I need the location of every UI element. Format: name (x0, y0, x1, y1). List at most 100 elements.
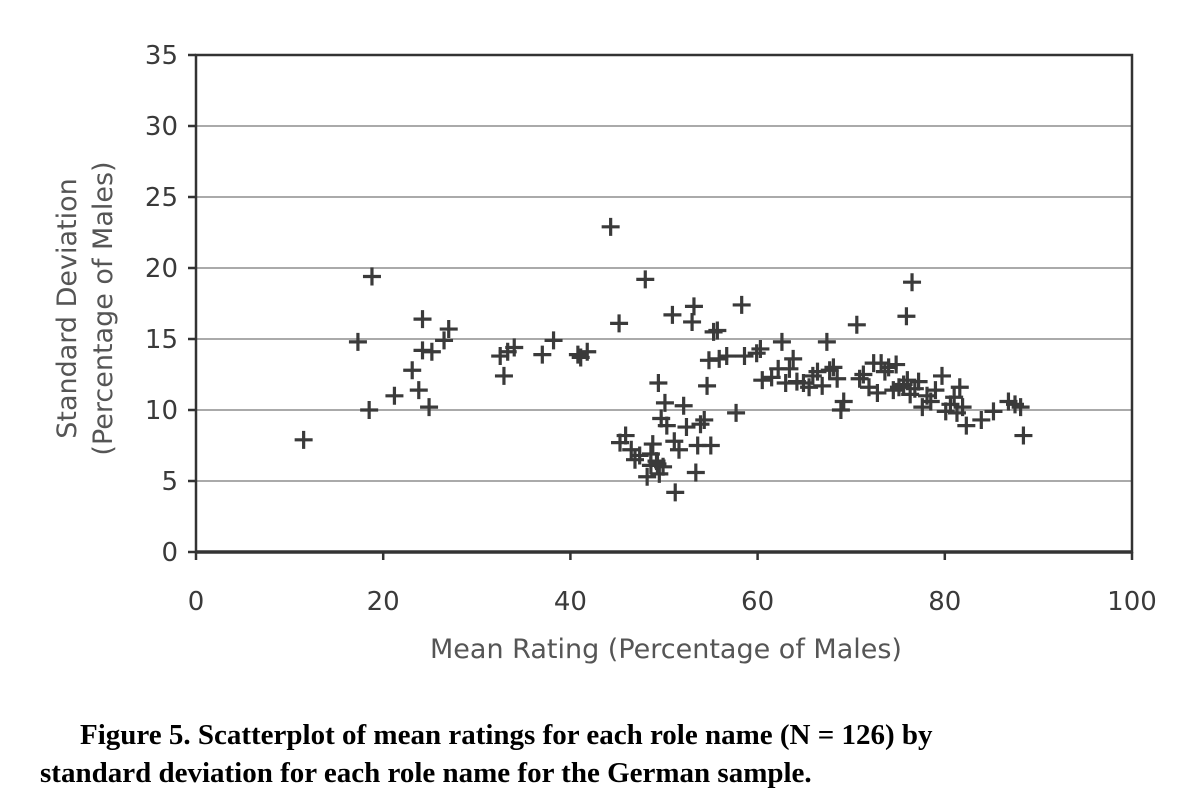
x-axis-title: Mean Rating (Percentage of Males) (430, 634, 902, 665)
data-point-marker (772, 332, 791, 351)
x-tick-label-0: 0 (188, 587, 205, 617)
data-point-marker (439, 320, 458, 339)
y-tick-label-5: 5 (161, 467, 178, 497)
y-tick-label-0: 0 (161, 538, 178, 568)
data-point-marker (909, 372, 928, 391)
data-point-23 (601, 217, 620, 236)
data-point-40 (654, 457, 673, 476)
data-point-50 (684, 297, 703, 316)
data-point-15 (494, 366, 513, 385)
data-point-2 (348, 332, 367, 351)
data-point-marker (717, 347, 736, 366)
data-point-marker (494, 366, 513, 385)
data-point-marker (638, 467, 657, 486)
data-point-marker (735, 347, 754, 366)
data-point-87 (850, 369, 869, 388)
data-point-79 (813, 376, 832, 395)
data-point-28 (625, 450, 644, 469)
data-point-85 (834, 392, 853, 411)
data-point-marker (868, 383, 887, 402)
data-point-marker (657, 416, 676, 435)
data-point-marker (847, 315, 866, 334)
x-tick-label-60: 60 (741, 587, 774, 617)
y-tick-label-30: 30 (145, 112, 178, 142)
data-point-30 (636, 270, 655, 289)
data-point-marker (413, 310, 432, 329)
data-point-marker (751, 339, 770, 358)
data-point-marker (875, 362, 894, 381)
data-point-88 (854, 365, 873, 384)
data-point-98 (894, 375, 913, 394)
tick-labels: 0 5 10 15 20 25 30 35 0 20 40 60 80 100 (145, 41, 1157, 617)
data-point-marker (663, 305, 682, 324)
data-point-marker (831, 401, 850, 419)
data-point-marker (747, 344, 766, 363)
data-point-marker (601, 217, 620, 236)
data-point-70 (772, 332, 791, 351)
data-point-20 (568, 345, 587, 364)
data-point-marker (698, 376, 717, 395)
data-point-22 (578, 342, 597, 361)
data-point-67 (753, 371, 772, 390)
data-point-marker (708, 321, 727, 340)
data-point-65 (747, 344, 766, 363)
data-point-6 (403, 361, 422, 380)
data-point-57 (701, 436, 720, 455)
data-point-marker (533, 345, 552, 364)
data-point-marker (683, 312, 702, 331)
data-point-114 (950, 378, 969, 397)
data-point-73 (784, 349, 803, 368)
data-point-marker (654, 457, 673, 476)
data-point-96 (887, 355, 906, 374)
data-point-marker (649, 374, 668, 393)
data-point-109 (932, 366, 951, 385)
data-point-marker (691, 415, 710, 434)
data-point-10 (420, 398, 439, 417)
caption-line-2: standard deviation for each role name fo… (40, 757, 812, 789)
data-point-55 (698, 376, 717, 395)
data-point-64 (735, 347, 754, 366)
data-point-marker (684, 297, 703, 316)
y-tick-label-25: 25 (145, 183, 178, 213)
data-point-marker (780, 359, 799, 378)
data-point-marker (420, 398, 439, 417)
data-point-3 (360, 401, 379, 419)
data-point-marker (753, 371, 772, 390)
data-point-marker (850, 369, 869, 388)
data-point-122 (1014, 426, 1033, 445)
data-point-104 (909, 372, 928, 391)
data-point-116 (957, 416, 976, 435)
data-point-marker (854, 365, 873, 384)
data-point-marker (643, 435, 662, 454)
data-point-91 (868, 383, 887, 402)
data-point-62 (727, 403, 746, 422)
data-point-24 (610, 314, 629, 333)
data-point-marker (616, 426, 635, 445)
data-point-marker (610, 314, 629, 333)
data-point-marker (695, 410, 714, 429)
data-point-107 (921, 392, 940, 411)
data-point-marker (926, 381, 945, 400)
data-point-117 (972, 410, 991, 429)
y-tick-label-35: 35 (145, 41, 178, 71)
data-point-13 (439, 320, 458, 339)
data-point-marker (894, 375, 913, 394)
data-point-marker (578, 342, 597, 361)
scatterplot-chart: 0 5 10 15 20 25 30 35 0 20 40 60 80 100 Mean Rating (… (52, 41, 1157, 665)
data-point-112 (945, 388, 964, 407)
data-point-marker (403, 361, 422, 380)
data-point-marker (674, 396, 693, 415)
data-point-93 (875, 362, 894, 381)
data-point-marker (950, 378, 969, 397)
data-point-marker (362, 267, 381, 286)
data-point-121 (1011, 398, 1030, 417)
data-point-18 (533, 345, 552, 364)
data-point-marker (903, 273, 922, 292)
data-point-marker (348, 332, 367, 351)
data-point-11 (422, 342, 441, 361)
data-point-marker (984, 402, 1003, 421)
data-point-47 (674, 396, 693, 415)
caption-line-1: Figure 5. Scatterplot of mean ratings fo… (80, 719, 933, 751)
data-point-marker (625, 450, 644, 469)
data-point-marker (932, 366, 951, 385)
